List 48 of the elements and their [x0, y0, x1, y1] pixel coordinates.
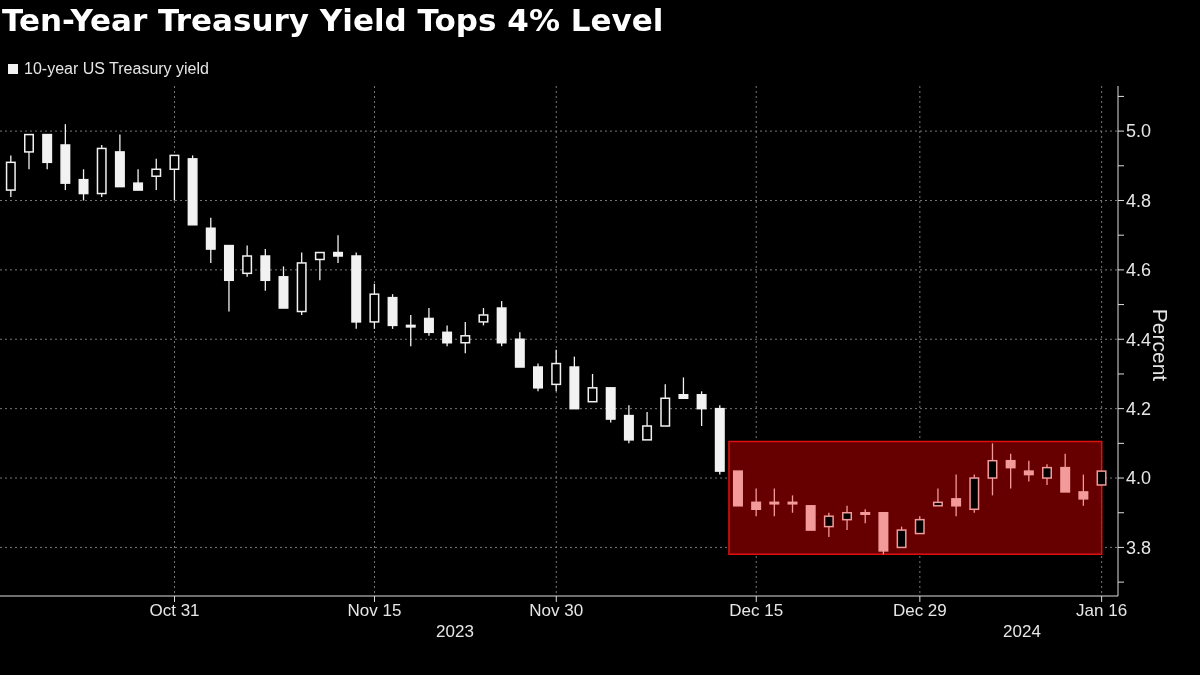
candlestick: [78, 168, 89, 202]
candlestick: [587, 373, 598, 403]
x-tick-label: Jan 16: [1076, 601, 1128, 621]
candlestick: [551, 349, 562, 392]
candlestick: [751, 487, 762, 517]
candlestick: [823, 512, 834, 538]
candlestick: [333, 234, 344, 264]
candlestick: [151, 158, 162, 191]
candlestick: [1078, 473, 1089, 507]
candlestick: [405, 314, 416, 347]
candlestick: [678, 376, 689, 399]
candlestick: [642, 411, 653, 441]
candlestick: [133, 168, 144, 191]
x-tick-label: Nov 15: [347, 601, 402, 621]
candlestick: [1042, 463, 1053, 486]
y-tick-label: 3.8: [1126, 537, 1152, 558]
candlestick: [842, 505, 853, 531]
text: 2023: [436, 622, 474, 642]
candlestick: [314, 251, 325, 281]
x-tick-label: Nov 30: [529, 601, 584, 621]
candlestick: [205, 217, 216, 264]
x-tick-label: Dec 29: [892, 601, 947, 621]
candlestick: [423, 307, 434, 337]
candlestick: [169, 154, 180, 202]
y-tick-label: 4.0: [1126, 468, 1152, 489]
candlestick: [932, 487, 943, 507]
candlestick: [533, 362, 544, 392]
candlestick: [696, 390, 707, 427]
x-tick-label: Dec 15: [729, 601, 784, 621]
candlestick: [1005, 453, 1016, 490]
candlestick: [1023, 460, 1034, 483]
y-tick-label: 4.8: [1126, 190, 1152, 211]
x-tick-label: Oct 31: [149, 601, 200, 621]
candlestick: [442, 324, 453, 347]
y-tick-label: 4.6: [1126, 260, 1152, 281]
candlestick: [242, 244, 253, 278]
candlestick: [24, 133, 34, 170]
candlestick: [460, 321, 471, 354]
y-tick-label: 4.4: [1126, 329, 1152, 350]
legend-label: 10-year US Treasury yield: [23, 60, 209, 78]
candlestick: [769, 487, 780, 517]
candlestick: [951, 473, 962, 517]
candlestick: [987, 442, 998, 497]
y-tick-label: 4.2: [1126, 399, 1152, 420]
text: 2024: [1003, 622, 1041, 642]
chart-title: Ten-Year Treasury Yield Tops 4% Level: [2, 2, 664, 38]
y-tick-label: 5.0: [1126, 121, 1152, 142]
candlestick: [896, 525, 907, 549]
